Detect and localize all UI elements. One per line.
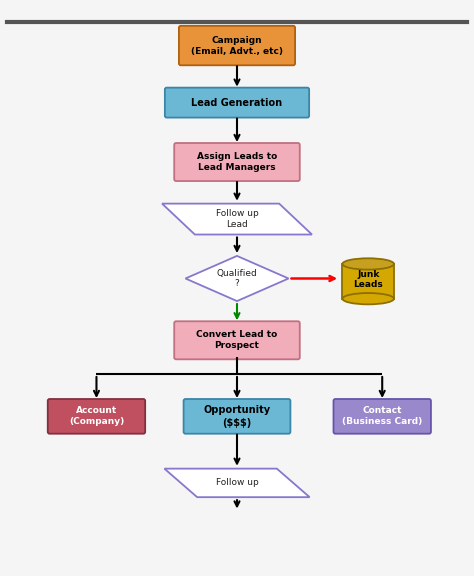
Text: Opportunity
($$$): Opportunity ($$$) (203, 405, 271, 427)
FancyBboxPatch shape (174, 321, 300, 359)
Polygon shape (185, 256, 289, 301)
Text: Follow up: Follow up (216, 479, 258, 487)
Bar (342, 264, 394, 299)
FancyBboxPatch shape (48, 399, 145, 434)
Text: Junk
Leads: Junk Leads (353, 270, 383, 289)
Text: Account
(Company): Account (Company) (69, 406, 124, 426)
FancyBboxPatch shape (183, 399, 291, 434)
Polygon shape (162, 204, 312, 234)
FancyBboxPatch shape (165, 88, 309, 118)
Text: Campaign
(Email, Advt., etc): Campaign (Email, Advt., etc) (191, 36, 283, 56)
Polygon shape (164, 469, 310, 497)
Text: Convert Lead to
Prospect: Convert Lead to Prospect (196, 330, 278, 350)
FancyBboxPatch shape (179, 26, 295, 65)
FancyBboxPatch shape (334, 399, 431, 434)
Text: Contact
(Business Card): Contact (Business Card) (342, 406, 422, 426)
Text: Assign Leads to
Lead Managers: Assign Leads to Lead Managers (197, 152, 277, 172)
Text: Lead Generation: Lead Generation (191, 97, 283, 108)
Ellipse shape (342, 293, 394, 304)
Text: Follow up
Lead: Follow up Lead (216, 209, 258, 229)
Ellipse shape (342, 258, 394, 270)
Text: Qualified
?: Qualified ? (217, 269, 257, 288)
FancyBboxPatch shape (174, 143, 300, 181)
